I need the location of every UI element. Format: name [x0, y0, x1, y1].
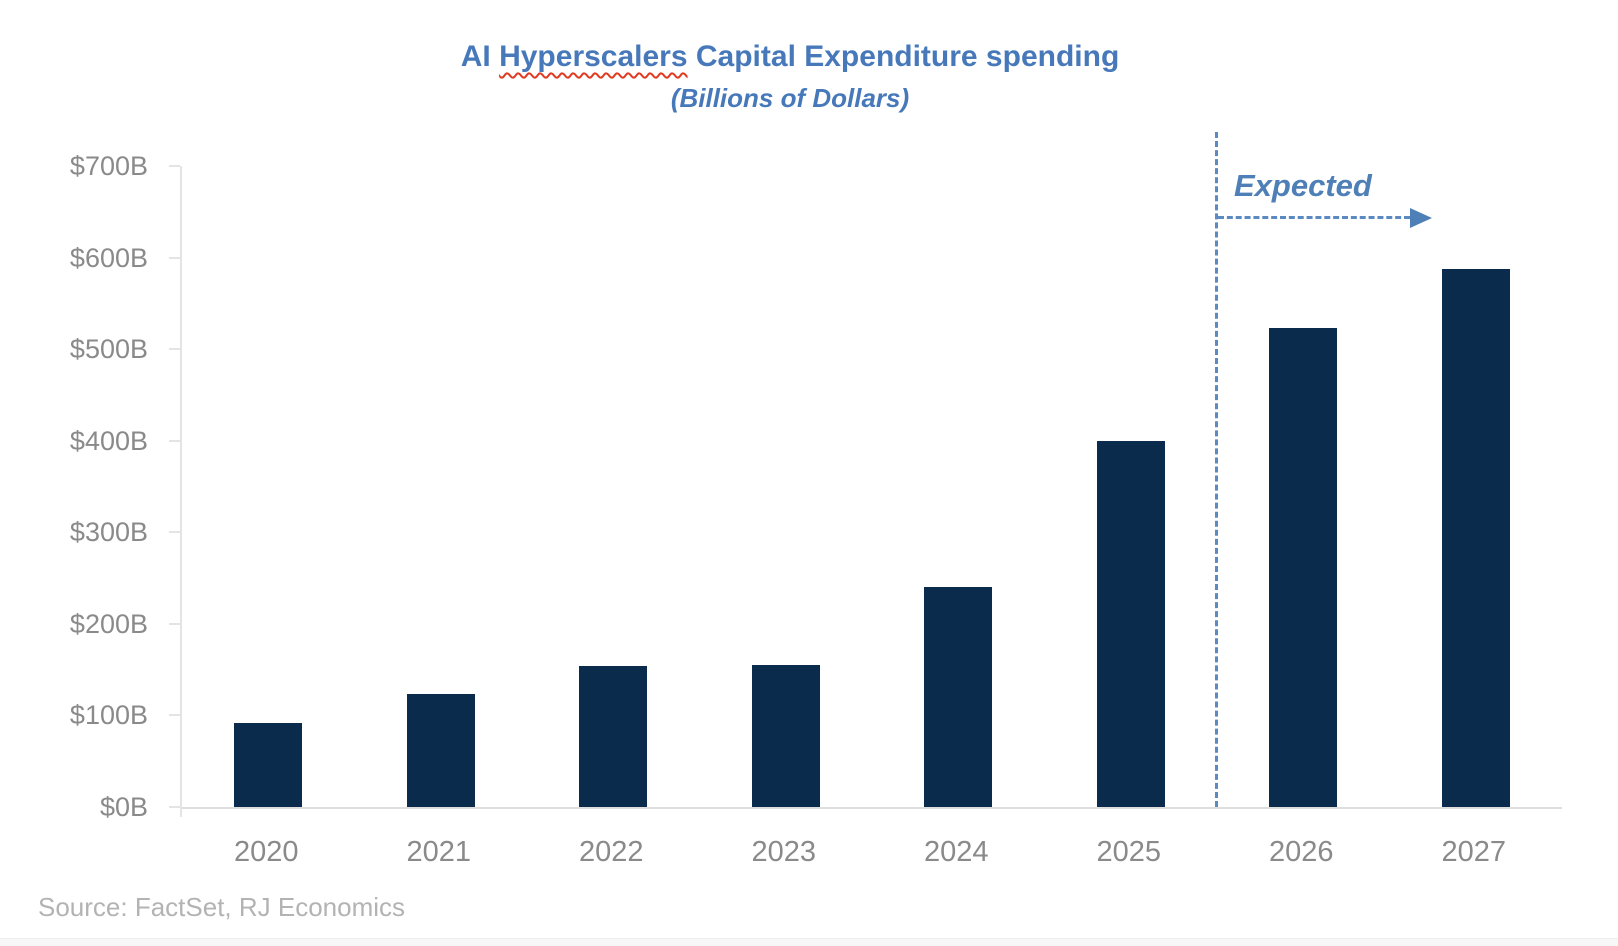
- y-axis-tick: [169, 622, 180, 625]
- bottom-edge-strip: [0, 938, 1618, 946]
- x-tick-label-2022: 2022: [578, 836, 644, 868]
- expected-arrow-head-icon: [1410, 208, 1432, 228]
- y-tick-label-400b: $400B: [69, 425, 148, 456]
- x-tick-label-2023: 2023: [751, 836, 816, 868]
- bar-2026: [1269, 328, 1338, 807]
- bar-2027: [1441, 268, 1510, 807]
- y-tick-label-300b: $300B: [69, 517, 148, 548]
- expected-label: Expected: [1234, 168, 1372, 203]
- x-axis-labels: 2020 2021 2022 2023 2024 2025 2026 2027: [180, 836, 1560, 872]
- x-tick-label-2025: 2025: [1096, 836, 1161, 868]
- bar-2020: [234, 722, 303, 807]
- y-axis-tick: [169, 256, 180, 259]
- y-axis-tick: [169, 714, 180, 717]
- y-axis-tick: [169, 806, 180, 808]
- y-tick-label-700b: $700B: [69, 151, 148, 181]
- bar-2022: [579, 666, 648, 807]
- plot-area: Expected: [169, 132, 1562, 817]
- chart-subtitle: (Billions of Dollars): [670, 83, 910, 113]
- y-tick-label-0b: $0B: [99, 792, 148, 822]
- y-axis-labels: $0B $100B $200B $300B $400B $500B $600B $700B: [0, 151, 148, 822]
- bar-2024: [924, 587, 993, 807]
- y-axis-tick: [169, 531, 180, 534]
- x-tick-label-2026: 2026: [1268, 836, 1334, 868]
- y-axis-bottom-stub: [180, 807, 182, 817]
- chart-title-suffix: Capital Expenditure spending: [687, 40, 1120, 73]
- bar-2023: [751, 665, 820, 807]
- y-tick-label-200b: $200B: [69, 608, 148, 639]
- x-tick-label-2024: 2024: [923, 836, 989, 868]
- y-axis-tick: [169, 348, 180, 351]
- source-note: Source: FactSet, RJ Economics: [38, 892, 406, 922]
- bar-2021: [406, 693, 475, 807]
- y-axis-tick: [169, 439, 180, 442]
- y-tick-label-600b: $600B: [69, 242, 148, 273]
- chart-title: AI Hyperscalers Capital Expenditure spen…: [0, 40, 1580, 74]
- chart-title-prefix: AI: [460, 40, 500, 73]
- x-tick-label-2021: 2021: [406, 836, 471, 868]
- forecast-divider-dashed-line: [1215, 132, 1218, 807]
- expected-arrow-shaft: [1218, 216, 1410, 219]
- chart-title-spellchecked-word: Hyperscalers: [499, 40, 688, 73]
- bar-2025: [1096, 440, 1165, 807]
- y-tick-label-100b: $100B: [69, 700, 148, 731]
- x-tick-label-2020: 2020: [233, 836, 299, 868]
- y-tick-label-500b: $500B: [69, 334, 148, 365]
- y-axis-tick: [169, 165, 180, 167]
- x-tick-label-2027: 2027: [1441, 836, 1506, 868]
